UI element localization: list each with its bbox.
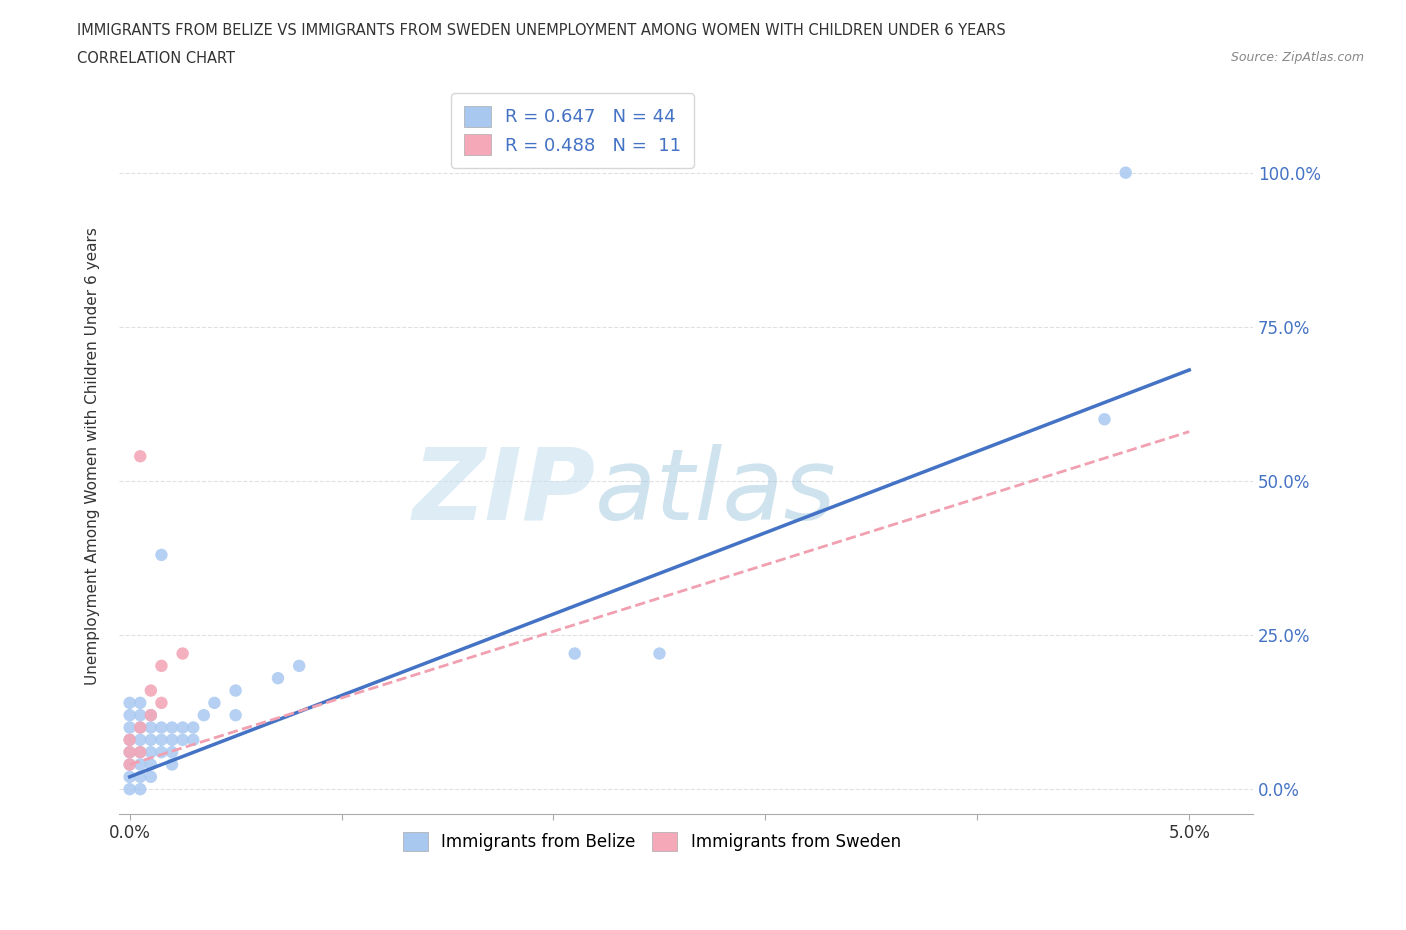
- Point: [139, 757, 162, 772]
- Point: [150, 733, 173, 748]
- Point: [172, 733, 194, 748]
- Point: [150, 696, 173, 711]
- Point: [118, 757, 141, 772]
- Point: [139, 684, 162, 698]
- Point: [160, 757, 183, 772]
- Point: [129, 745, 152, 760]
- Point: [129, 733, 152, 748]
- Point: [118, 708, 141, 723]
- Point: [225, 708, 247, 723]
- Point: [118, 720, 141, 735]
- Point: [118, 745, 141, 760]
- Point: [172, 646, 194, 661]
- Text: ZIP: ZIP: [412, 444, 595, 540]
- Point: [150, 720, 173, 735]
- Text: CORRELATION CHART: CORRELATION CHART: [77, 51, 235, 66]
- Legend: Immigrants from Belize, Immigrants from Sweden: Immigrants from Belize, Immigrants from …: [395, 823, 910, 859]
- Point: [181, 733, 204, 748]
- Point: [150, 548, 173, 563]
- Point: [1115, 166, 1137, 180]
- Point: [118, 769, 141, 784]
- Point: [139, 708, 162, 723]
- Point: [118, 696, 141, 711]
- Point: [150, 658, 173, 673]
- Point: [118, 745, 141, 760]
- Point: [204, 696, 226, 711]
- Point: [129, 745, 152, 760]
- Point: [160, 720, 183, 735]
- Point: [118, 733, 141, 748]
- Point: [181, 720, 204, 735]
- Point: [129, 782, 152, 797]
- Point: [193, 708, 215, 723]
- Point: [648, 646, 671, 661]
- Text: IMMIGRANTS FROM BELIZE VS IMMIGRANTS FROM SWEDEN UNEMPLOYMENT AMONG WOMEN WITH C: IMMIGRANTS FROM BELIZE VS IMMIGRANTS FRO…: [77, 23, 1007, 38]
- Point: [160, 733, 183, 748]
- Point: [118, 733, 141, 748]
- Point: [129, 769, 152, 784]
- Point: [150, 745, 173, 760]
- Text: Source: ZipAtlas.com: Source: ZipAtlas.com: [1230, 51, 1364, 64]
- Point: [160, 745, 183, 760]
- Point: [139, 720, 162, 735]
- Point: [129, 720, 152, 735]
- Y-axis label: Unemployment Among Women with Children Under 6 years: Unemployment Among Women with Children U…: [86, 227, 100, 685]
- Point: [139, 769, 162, 784]
- Point: [225, 684, 247, 698]
- Point: [118, 782, 141, 797]
- Point: [139, 745, 162, 760]
- Point: [129, 449, 152, 464]
- Point: [129, 720, 152, 735]
- Point: [1094, 412, 1116, 427]
- Point: [129, 708, 152, 723]
- Point: [288, 658, 311, 673]
- Point: [139, 708, 162, 723]
- Point: [129, 757, 152, 772]
- Point: [172, 720, 194, 735]
- Point: [267, 671, 290, 685]
- Point: [129, 696, 152, 711]
- Point: [139, 733, 162, 748]
- Point: [564, 646, 586, 661]
- Text: atlas: atlas: [595, 444, 837, 540]
- Point: [118, 757, 141, 772]
